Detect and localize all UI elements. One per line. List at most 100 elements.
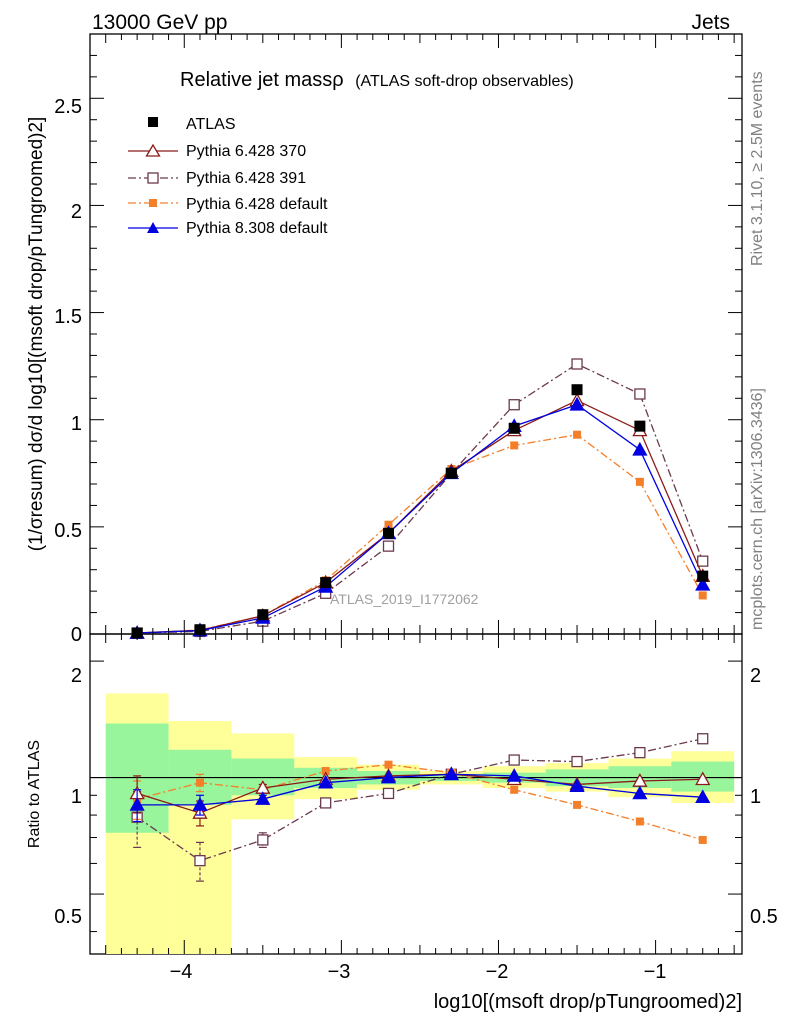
legend-label: Pythia 8.308 default [186, 220, 328, 237]
xtick-label: −1 [644, 961, 667, 983]
main-point-atlas [383, 527, 395, 539]
main-point-pythia6-391 [697, 555, 709, 567]
main-point-pythia6-391 [571, 358, 583, 370]
plot-title-main: Relative jet massρ [180, 69, 344, 91]
ratio-ytick-label-right: 0.5 [750, 906, 778, 928]
analysis-watermark: ATLAS_2019_I1772062 [330, 591, 479, 607]
main-point-pythia6-default [635, 477, 644, 486]
legend-label: ATLAS [186, 116, 236, 133]
axis-ticks [89, 33, 742, 954]
ratio-point-pythia6-391 [508, 754, 520, 766]
ratio-plot-frame [89, 633, 743, 955]
ratio-ytick-label-right: 2 [750, 665, 761, 687]
ratio-point-pythia8-default [380, 769, 397, 784]
main-ytick-label: 1.5 [54, 306, 82, 328]
legend-marker-pythia8-default [147, 222, 159, 233]
ratio-point-pythia6-391 [634, 746, 646, 759]
main-line-pythia8-default [137, 403, 704, 634]
ratio-ytick-label-left: 2 [71, 665, 82, 687]
ratio-point-pythia6-default [195, 778, 204, 787]
main-point-pythia6-391 [382, 540, 395, 552]
main-point-pythia6-default [510, 441, 519, 450]
main-point-pythia8-default [569, 396, 585, 411]
plot-title-sub: (ATLAS soft-drop observables) [355, 73, 573, 90]
ratio-line-pythia6-391 [136, 738, 703, 862]
legend-label: Pythia 6.428 391 [186, 170, 306, 187]
main-point-pythia6-default [573, 430, 582, 439]
ratio-point-pythia6-default [698, 835, 707, 844]
ratio-y-tick-labels: 0.5 1 2 0.5 1 2 [54, 665, 778, 928]
ratio-point-pythia6-391 [571, 755, 583, 768]
ratio-ytick-label-right: 1 [750, 786, 761, 808]
ratio-point-pythia8-default [192, 797, 208, 811]
main-point-atlas [697, 570, 709, 582]
main-ytick-label: 2 [71, 201, 82, 223]
legend-entry-atlas: ATLAS [148, 116, 236, 133]
main-point-pythia8-default [632, 441, 648, 456]
ratio-point-pythia6-391 [697, 733, 709, 745]
x-axis-label: log10[(msoft drop/pTungroomed)2] [434, 991, 742, 1013]
xtick-label: −4 [170, 961, 193, 983]
legend-marker-atlas [148, 117, 158, 127]
main-point-atlas [634, 420, 646, 432]
main-y-tick-labels: 0 0.5 1 1.5 2 2.5 [54, 96, 82, 646]
main-ytick-label: 1 [71, 413, 82, 435]
legend-entry-pythia8-default: Pythia 8.308 default [128, 220, 328, 237]
main-ytick-label: 0 [71, 624, 82, 646]
ratio-point-pythia6-391 [320, 797, 332, 809]
legend-label: Pythia 6.428 default [186, 196, 328, 213]
ratio-point-pythia8-default [255, 791, 271, 805]
ratio-point-pythia6-391 [382, 787, 395, 800]
ratio-line-pythia6-default [136, 763, 703, 841]
legend-marker-pythia6-default [149, 199, 157, 207]
ratio-point-pythia8-default [129, 797, 145, 811]
ratio-point-pythia6-default [510, 785, 519, 794]
legend-entry-pythia6-default: Pythia 6.428 default [128, 196, 328, 213]
ratio-point-pythia8-default [695, 789, 711, 804]
main-ytick-label: 2.5 [54, 96, 82, 118]
ratio-point-pythia8-default [632, 785, 648, 800]
ratio-point-pythia8-default [318, 774, 334, 789]
main-point-atlas [320, 577, 332, 589]
main-point-pythia6-391 [508, 399, 520, 411]
main-point-atlas [257, 609, 269, 621]
x-tick-labels: −4 −3 −2 −1 [170, 961, 667, 983]
xtick-label: −2 [486, 961, 509, 983]
ratio-point-pythia6-391 [257, 834, 269, 846]
main-ytick-label: 0.5 [54, 520, 82, 542]
main-point-pythia6-default [384, 520, 393, 529]
legend-entry-pythia6-370: Pythia 6.428 370 [128, 143, 306, 160]
ratio-point-pythia8-default [443, 766, 459, 781]
main-point-pythia6-default [698, 591, 707, 600]
header-left: 13000 GeV pp [92, 11, 227, 34]
main-y-axis-label: (1/σresum) dσ/d log10[(msoft drop/pTungr… [26, 117, 47, 552]
ratio-line-pythia8-default [137, 773, 703, 806]
main-point-pythia6-391 [634, 388, 646, 400]
main-point-atlas [445, 467, 457, 479]
ratio-point-pythia6-default [384, 760, 393, 769]
ratio-point-pythia6-391 [194, 854, 206, 867]
ratio-ytick-label-left: 0.5 [54, 906, 82, 928]
legend-entry-pythia6-391: Pythia 6.428 391 [128, 170, 306, 187]
ratio-point-pythia6-default [573, 800, 582, 809]
legend-marker-pythia6-370 [145, 143, 161, 157]
main-point-atlas [571, 384, 583, 396]
main-line-pythia6-370 [137, 399, 704, 634]
ratio-point-pythia8-default [569, 778, 585, 793]
ratio-ytick-label-left: 1 [71, 786, 82, 808]
ratio-point-pythia6-default [635, 817, 644, 826]
legend-label: Pythia 6.428 370 [186, 143, 306, 160]
ratio-plot-series [129, 733, 711, 882]
ratio-point-pythia6-370 [695, 771, 711, 786]
main-line-pythia6-default [137, 434, 704, 634]
mcplots-reference-label: mcplots.cern.ch [arXiv:1306.3436] [749, 388, 766, 630]
legend: ATLAS Pythia 6.428 370 Pythia 6.428 391 … [128, 116, 328, 237]
ratio-y-axis-label: Ratio to ATLAS [26, 740, 43, 848]
main-point-atlas [508, 422, 520, 434]
legend-marker-pythia6-391 [147, 172, 159, 184]
plot-title: Relative jet massρ (ATLAS soft-drop obse… [180, 69, 574, 91]
xtick-label: −3 [328, 961, 351, 983]
ratio-point-pythia8-default [506, 768, 522, 782]
ratio-line-pythia6-370 [136, 773, 703, 814]
